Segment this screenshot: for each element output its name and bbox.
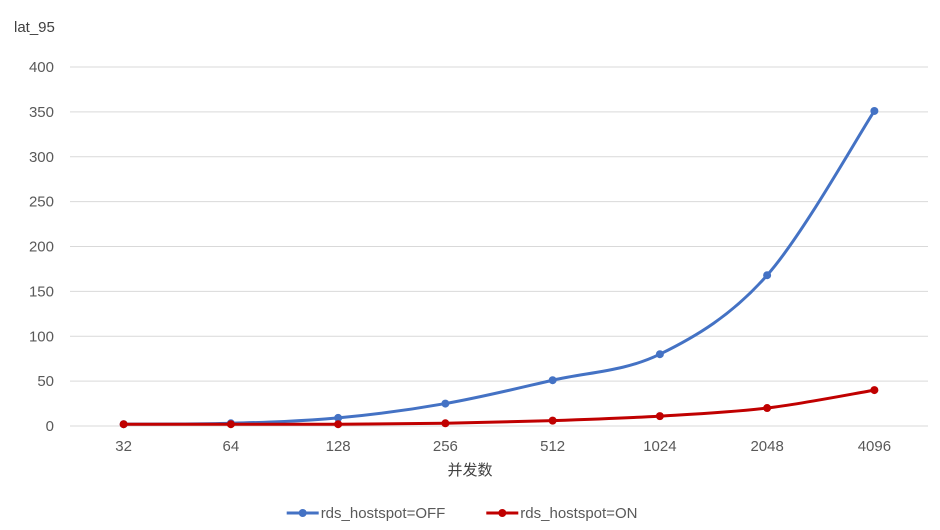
data-point (334, 413, 343, 422)
data-point (655, 350, 664, 359)
data-point (334, 420, 343, 429)
x-axis: 32 64 128 256 512 1024 2048 4096 (115, 438, 891, 455)
x-tick-label: 1024 (643, 438, 676, 455)
series-line (122, 109, 876, 426)
legend-item-0: rds_hostspot=OFF (286, 505, 446, 522)
x-tick-label: 2048 (750, 438, 783, 455)
x-tick-label: 4096 (858, 438, 891, 455)
x-tick-label: 32 (115, 438, 132, 455)
legend-swatch-marker (498, 509, 507, 517)
y-tick-label: 250 (29, 194, 54, 211)
y-tick-label: 0 (46, 418, 54, 435)
x-tick-label: 128 (326, 438, 351, 455)
y-axis-title: lat_95 (14, 19, 55, 36)
y-tick-label: 50 (37, 373, 54, 390)
y-tick-label: 200 (29, 239, 54, 256)
y-axis: 0 50 100 150 200 250 300 350 400 (29, 59, 54, 435)
y-tick-label: 150 (29, 283, 54, 300)
series-group (119, 106, 879, 429)
data-point (548, 416, 557, 425)
data-point (870, 386, 879, 395)
data-point (870, 106, 879, 115)
data-point (441, 399, 450, 408)
legend: rds_hostspot=OFF rds_hostspot=ON (286, 505, 637, 522)
legend-swatch-marker (298, 509, 307, 517)
data-point (655, 412, 664, 421)
series-1 (119, 386, 879, 429)
data-point (763, 404, 772, 413)
data-point (763, 271, 772, 280)
y-tick-label: 350 (29, 104, 54, 121)
y-tick-label: 300 (29, 149, 54, 166)
y-tick-label: 100 (29, 328, 54, 345)
x-tick-label: 64 (223, 438, 240, 455)
legend-label: rds_hostspot=ON (520, 505, 637, 522)
y-tick-label: 400 (29, 59, 54, 76)
x-tick-label: 256 (433, 438, 458, 455)
x-axis-title: 并发数 (447, 462, 492, 479)
series-line (122, 388, 876, 426)
series-0 (119, 106, 879, 429)
legend-item-1: rds_hostspot=ON (486, 505, 637, 522)
grid (70, 66, 928, 427)
data-point (548, 376, 557, 385)
data-point (441, 419, 450, 428)
x-tick-label: 512 (540, 438, 565, 455)
legend-label: rds_hostspot=OFF (321, 505, 446, 522)
data-point (226, 420, 235, 429)
data-point (119, 420, 128, 429)
